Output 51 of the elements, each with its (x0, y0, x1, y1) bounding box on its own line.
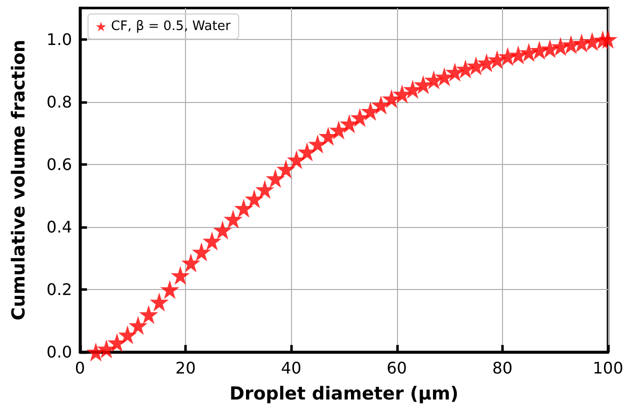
point (456, 59, 475, 78)
y-axis-title: Cumulative volume fraction (8, 40, 30, 320)
point (192, 242, 211, 262)
legend-label: CF, β = 0.5, Water (111, 19, 232, 34)
x-tick-label: 40 (281, 358, 302, 378)
point (414, 75, 433, 94)
x-tick-label: 60 (386, 358, 407, 378)
x-tick-label: 80 (492, 358, 513, 378)
point (371, 95, 390, 114)
point (213, 220, 232, 240)
y-tick-label: 1.0 (46, 30, 72, 49)
point (540, 39, 560, 58)
y-tick-label: 0.8 (46, 92, 72, 112)
point (424, 70, 444, 90)
point (128, 316, 148, 335)
point (139, 304, 158, 324)
point (477, 53, 496, 72)
y-tick-label: 0.4 (46, 217, 72, 236)
point (382, 89, 402, 108)
x-tick-label: 20 (175, 358, 196, 378)
point (255, 180, 274, 199)
y-tick-label: 0.2 (46, 280, 72, 299)
point (598, 30, 618, 49)
point (466, 56, 486, 76)
point (244, 189, 264, 208)
point (550, 36, 570, 56)
point (234, 198, 254, 218)
point (86, 342, 106, 362)
x-axis-title: Droplet diameter (μm) (230, 384, 458, 404)
point (202, 231, 222, 250)
point (266, 168, 285, 188)
point (392, 84, 412, 104)
point (434, 67, 454, 86)
point (170, 266, 190, 285)
point (508, 45, 528, 64)
point (445, 62, 464, 82)
y-tick-label: 0.0 (46, 342, 72, 362)
x-tick-label: 0 (74, 358, 86, 378)
point (181, 253, 200, 272)
y-tick-label: 0.6 (46, 154, 72, 174)
point (96, 339, 116, 358)
point (403, 80, 422, 99)
x-tick-label: 100 (592, 358, 624, 378)
point (150, 292, 169, 312)
point (519, 42, 538, 62)
point (360, 102, 380, 121)
point (488, 50, 507, 70)
point (118, 325, 138, 344)
point (276, 160, 296, 179)
point (224, 210, 243, 229)
point (160, 280, 180, 299)
